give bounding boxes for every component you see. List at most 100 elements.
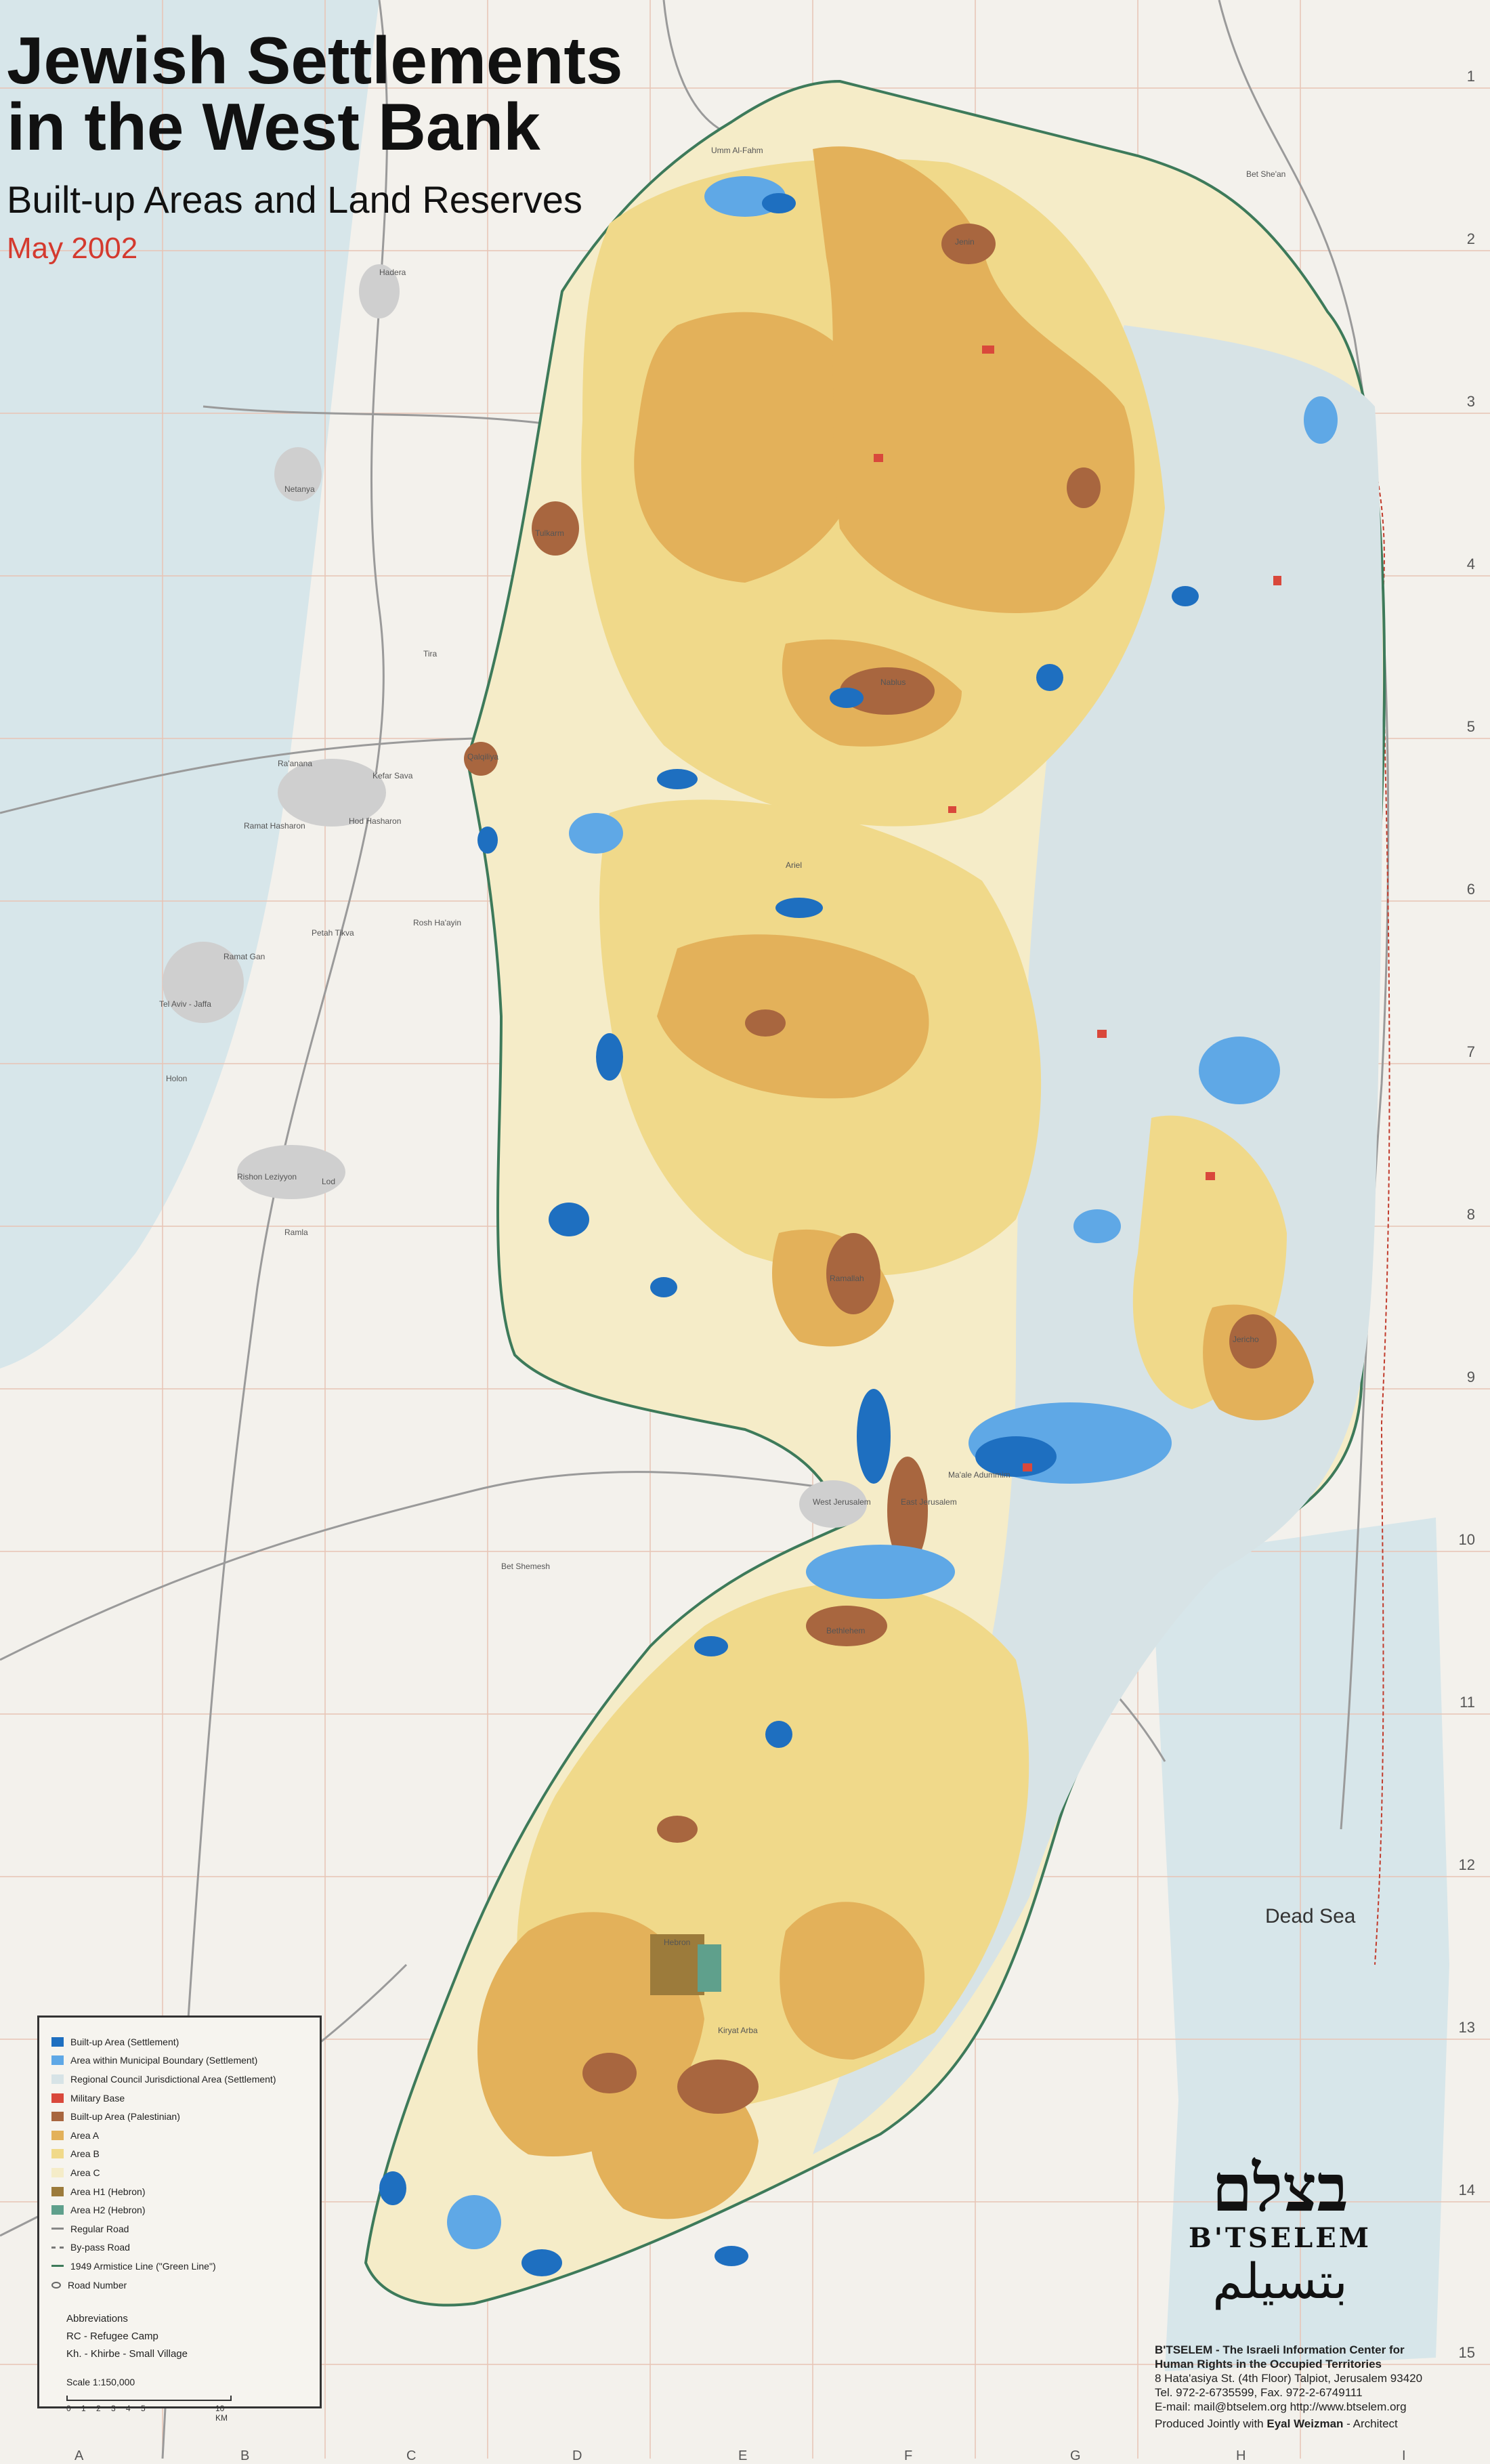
- grid-letter: D: [572, 2448, 582, 2463]
- grid-number: 4: [1466, 556, 1475, 572]
- place-label-hebron: Hebron: [664, 1938, 691, 1947]
- grid-number: 15: [1458, 2344, 1475, 2361]
- place-label-petah: Petah Tikva: [312, 928, 354, 938]
- scale-tick: 5: [141, 2404, 146, 2414]
- place-label-holon: Holon: [166, 1074, 188, 1083]
- legend-item: Road Number: [51, 2276, 307, 2295]
- place-label-jericho: Jericho: [1233, 1335, 1259, 1344]
- legend-item: Area A: [51, 2126, 307, 2145]
- legend-swatch: [51, 2093, 64, 2103]
- scale-tick: 10 KM: [215, 2404, 228, 2423]
- legend-item: Built-up Area (Settlement): [51, 2032, 307, 2051]
- grid-number: 5: [1466, 718, 1475, 735]
- produced-suffix: - Architect: [1343, 2417, 1398, 2430]
- scale-tick: 4: [126, 2404, 131, 2414]
- legend-item: Area B: [51, 2145, 307, 2164]
- military-bases: [874, 346, 1281, 1471]
- produced-prefix: Produced Jointly with: [1155, 2417, 1264, 2430]
- grid-number: 1: [1466, 68, 1475, 85]
- place-label-lod: Lod: [322, 1177, 336, 1186]
- scale-bar-line: [66, 2396, 232, 2402]
- grid-number: 11: [1460, 1694, 1475, 1711]
- org-line-4: Tel. 972-2-6735599, Fax. 972-2-6749111: [1155, 2386, 1363, 2399]
- logo-name: B'TSELEM: [1188, 2222, 1372, 2254]
- legend-swatch: [51, 2112, 64, 2122]
- place-label-kfarsava: Kefar Sava: [372, 771, 413, 780]
- legend-label: Military Base: [70, 2092, 125, 2104]
- place-label-ariel: Ariel: [786, 860, 803, 870]
- legend-swatch: [51, 2167, 64, 2177]
- grid-number: 6: [1466, 881, 1475, 898]
- scale-tick: 3: [111, 2404, 116, 2414]
- legend-swatch: [51, 2186, 64, 2196]
- title-line-2: in the West Bank: [7, 89, 540, 164]
- grid-number: 10: [1458, 1531, 1475, 1548]
- place-label-raanana: Ra'anana: [278, 759, 312, 768]
- place-label-umm: Umm Al-Fahm: [711, 146, 763, 155]
- logo-arabic: بتسيلم: [1212, 2253, 1348, 2310]
- legend-label: Area C: [70, 2167, 100, 2178]
- grid-number: 14: [1458, 2181, 1475, 2198]
- israeli-cities: [163, 264, 867, 1528]
- logo-hebrew: בצלם: [1212, 2150, 1348, 2226]
- legend-item: Area within Municipal Boundary (Settleme…: [51, 2051, 307, 2070]
- scale-tick: 0: [66, 2404, 71, 2414]
- grid-letter: E: [738, 2448, 748, 2463]
- place-label-betshean: Bet She'an: [1246, 169, 1286, 179]
- mediterranean-sea: [0, 0, 379, 1369]
- legend-swatch: [51, 2074, 64, 2084]
- road-number-icon: [51, 2281, 61, 2289]
- page-subtitle: Built-up Areas and Land Reserves: [7, 178, 582, 221]
- legend-item: Regular Road: [51, 2219, 307, 2238]
- org-line-1: B'TSELEM - The Israeli Information Cente…: [1155, 2343, 1405, 2356]
- scale-tick: 1: [81, 2404, 86, 2414]
- grid-letter: G: [1070, 2448, 1081, 2463]
- place-label-tira: Tira: [423, 649, 438, 659]
- legend-items: Built-up Area (Settlement) Area within Mu…: [51, 2032, 307, 2294]
- place-label-wjer: West Jerusalem: [813, 1497, 871, 1507]
- place-label-rishon: Rishon Leziyyon: [237, 1172, 297, 1182]
- org-line-3: 8 Hata'asiya St. (4th Floor) Talpiot, Je…: [1155, 2372, 1423, 2385]
- page-title: Jewish Settlements in the West Bank: [7, 27, 623, 160]
- legend-label: Regular Road: [70, 2223, 129, 2234]
- place-label-nablus: Nablus: [880, 677, 906, 687]
- settlement-municipal-areas: [447, 176, 1338, 2249]
- dead-sea-label: Dead Sea: [1265, 1905, 1356, 1927]
- legend-label: Area H1 (Hebron): [70, 2186, 146, 2197]
- grid-letter: H: [1236, 2448, 1246, 2463]
- hebron-h1: [650, 1934, 704, 1995]
- abbreviations: Abbreviations RC - Refugee Camp Kh. - Kh…: [51, 2310, 307, 2363]
- abbreviations-title: Abbreviations: [66, 2313, 128, 2325]
- scale-bar: 0 1 2 3 4 5 10 KM: [66, 2387, 236, 2423]
- legend-label: Area B: [70, 2148, 100, 2160]
- place-label-netanya: Netanya: [284, 484, 315, 494]
- grid-letter: F: [904, 2448, 913, 2463]
- legend-swatch: [51, 2149, 64, 2159]
- place-label-hod: Hod Hasharon: [349, 816, 402, 826]
- legend-label: Area H2 (Hebron): [70, 2205, 146, 2216]
- place-label-maale: Ma'ale Adummim: [948, 1470, 1010, 1480]
- scale-label: Scale 1:150,000: [66, 2377, 135, 2388]
- legend-swatch: [51, 2130, 64, 2140]
- legend-line-icon: [51, 2265, 64, 2268]
- area-a: [477, 146, 1314, 2219]
- place-label-rosh: Rosh Ha'ayin: [413, 918, 461, 927]
- legend-item: Military Base: [51, 2089, 307, 2108]
- grid-letter: A: [74, 2448, 84, 2463]
- map-date: May 2002: [7, 232, 138, 265]
- grid-letter: I: [1402, 2448, 1406, 2463]
- legend-item: Built-up Area (Palestinian): [51, 2107, 307, 2126]
- scale-tick: 2: [96, 2404, 101, 2414]
- place-label-telaviv: Tel Aviv - Jaffa: [159, 999, 211, 1009]
- legend-label: Built-up Area (Palestinian): [70, 2111, 180, 2123]
- grid-number: 7: [1466, 1043, 1475, 1060]
- org-line-2: Human Rights in the Occupied Territories: [1155, 2358, 1382, 2371]
- legend-item: 1949 Armistice Line ("Green Line"): [51, 2257, 307, 2276]
- legend-label: Area within Municipal Boundary (Settleme…: [70, 2055, 258, 2066]
- legend: Built-up Area (Settlement) Area within Mu…: [37, 2016, 322, 2423]
- grid-number: 3: [1466, 393, 1475, 410]
- grid-number: 2: [1466, 230, 1475, 247]
- grid-letter: B: [240, 2448, 250, 2463]
- grid-number: 8: [1466, 1206, 1475, 1223]
